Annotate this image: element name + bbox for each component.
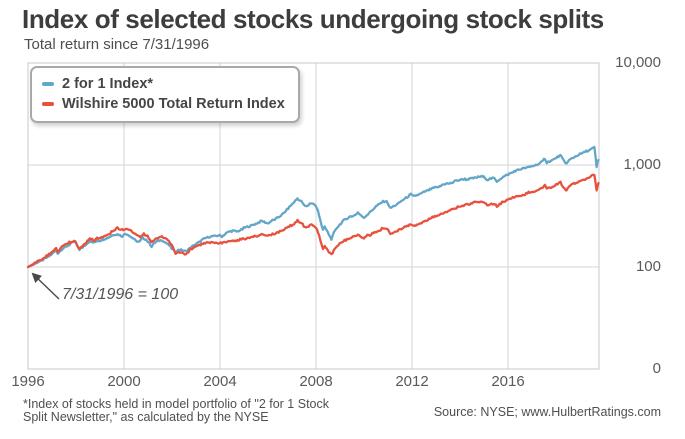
y-axis-label-100: 100 — [635, 258, 661, 275]
series-line-wilshire-5000 — [26, 173, 600, 269]
series-line-2for1-index — [26, 145, 600, 269]
footnote-line-1: *Index of stocks held in model portfolio… — [23, 397, 329, 411]
legend-label-2for1-index: 2 for 1 Index* — [62, 76, 154, 92]
x-axis-label-2016: 2016 — [491, 373, 525, 390]
start-value-annotation: 7/31/1996 = 100 — [62, 286, 179, 303]
chart-subtitle: Total return since 7/31/1996 — [24, 36, 210, 53]
legend-swatch-2for1-index — [42, 82, 54, 86]
x-axis-label-2000: 2000 — [107, 373, 141, 390]
x-axis-label-1996: 1996 — [11, 373, 45, 390]
footnote-line-2: Split Newsletter," as calculated by the … — [23, 410, 269, 424]
plot-border — [27, 62, 600, 370]
x-axis-label-2004: 2004 — [203, 373, 237, 390]
legend-label-wilshire-5000: Wilshire 5000 Total Return Index — [62, 96, 285, 112]
legend-swatch-wilshire-5000 — [42, 102, 54, 106]
y-axis-label-0: 0 — [652, 360, 661, 377]
legend-item-2for1-index: 2 for 1 Index* — [42, 74, 285, 94]
y-axis-label-10,000: 10,000 — [615, 54, 661, 71]
source-credit: Source: NYSE; www.HulbertRatings.com — [433, 405, 661, 419]
x-axis-label-2012: 2012 — [395, 373, 429, 390]
footnote: *Index of stocks held in model portfolio… — [23, 398, 329, 424]
y-axis-label-1,000: 1,000 — [623, 156, 661, 173]
legend: 2 for 1 Index* Wilshire 5000 Total Retur… — [30, 66, 300, 123]
legend-item-wilshire-5000: Wilshire 5000 Total Return Index — [42, 94, 285, 114]
chart-title: Index of selected stocks undergoing stoc… — [22, 4, 604, 34]
annotation-arrow — [31, 272, 60, 300]
x-axis-label-2008: 2008 — [299, 373, 333, 390]
